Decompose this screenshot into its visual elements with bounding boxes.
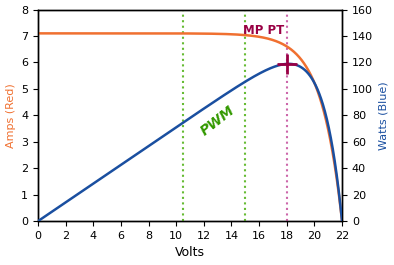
Text: PWM: PWM bbox=[198, 103, 237, 138]
X-axis label: Volts: Volts bbox=[175, 246, 205, 259]
Text: MP PT: MP PT bbox=[243, 24, 284, 37]
Y-axis label: Watts (Blue): Watts (Blue) bbox=[379, 81, 388, 150]
Y-axis label: Amps (Red): Amps (Red) bbox=[6, 83, 15, 148]
